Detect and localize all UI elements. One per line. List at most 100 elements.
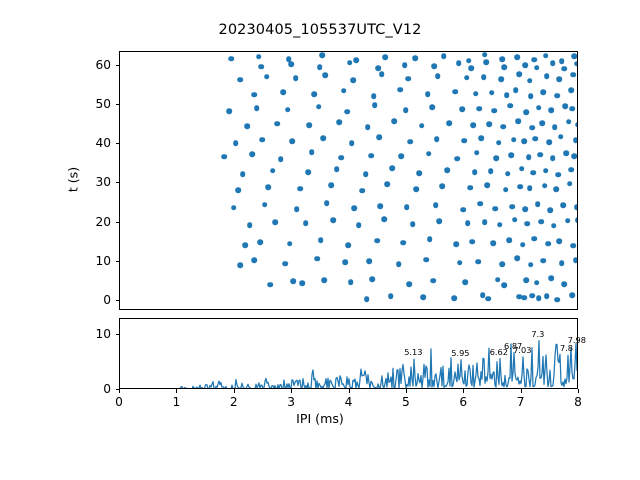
scatter-point <box>567 181 573 187</box>
scatter-point <box>505 170 511 177</box>
scatter-point <box>353 57 360 64</box>
scatter-point <box>233 140 239 146</box>
scatter-point <box>277 156 284 162</box>
histogram-x-tick-label: 5 <box>401 395 410 409</box>
scatter-point <box>384 181 391 188</box>
scatter-point <box>498 76 504 83</box>
scatter-point <box>523 109 529 115</box>
scatter-point <box>351 205 357 211</box>
scatter-point <box>536 104 542 111</box>
scatter-point <box>561 66 567 72</box>
scatter-point <box>557 133 564 140</box>
scatter-point <box>521 294 527 301</box>
scatter-point <box>573 204 577 210</box>
histogram-peak-label: 6.87 <box>504 340 523 351</box>
scatter-point <box>444 167 450 173</box>
scatter-point <box>371 102 378 109</box>
scatter-point <box>264 73 270 80</box>
scatter-point <box>530 170 536 176</box>
scatter-plot-axes <box>119 51 578 310</box>
scatter-y-tick-mark <box>115 300 119 302</box>
scatter-point <box>542 52 549 59</box>
scatter-point <box>495 139 502 146</box>
histogram-x-tick-label: 4 <box>344 395 353 409</box>
scatter-point <box>347 279 354 285</box>
scatter-point <box>377 203 384 210</box>
scatter-point <box>314 256 321 262</box>
scatter-point <box>400 239 407 246</box>
scatter-point <box>531 235 538 242</box>
scatter-point <box>480 74 487 80</box>
scatter-point <box>267 281 274 288</box>
scatter-point <box>497 221 503 228</box>
scatter-point <box>427 236 433 242</box>
scatter-point <box>471 169 478 175</box>
scatter-point <box>556 238 563 244</box>
scatter-y-tick-mark <box>115 182 119 184</box>
scatter-point <box>308 149 315 156</box>
histogram-x-tick-mark <box>119 389 120 393</box>
scatter-point <box>374 237 380 244</box>
scatter-point <box>463 75 470 81</box>
scatter-point <box>485 296 492 302</box>
scatter-point <box>484 182 490 188</box>
scatter-point <box>490 240 496 246</box>
scatter-point <box>221 153 228 160</box>
scatter-point <box>378 71 385 77</box>
scatter-point <box>435 73 441 79</box>
scatter-point <box>522 62 528 69</box>
histogram-axes <box>119 318 578 389</box>
histogram-peak-label: 5.13 <box>404 347 423 358</box>
scatter-point <box>526 77 533 84</box>
scatter-point <box>328 182 334 189</box>
scatter-point <box>430 277 437 284</box>
histogram-x-tick-mark <box>520 389 522 393</box>
scatter-point <box>554 92 560 99</box>
scatter-point <box>509 203 516 210</box>
scatter-point <box>560 202 566 209</box>
scatter-point <box>547 207 554 213</box>
scatter-point <box>533 279 540 286</box>
scatter-point <box>572 137 577 144</box>
scatter-point <box>320 135 326 142</box>
scatter-point <box>548 107 555 114</box>
scatter-point <box>524 221 531 227</box>
scatter-y-tick-label: 40 <box>95 136 111 151</box>
scatter-point <box>388 293 394 300</box>
scatter-y-tick-mark <box>115 221 119 223</box>
histogram-x-tick-label: 0 <box>115 395 123 409</box>
scatter-point <box>507 102 513 109</box>
scatter-point <box>452 88 458 95</box>
scatter-point <box>288 61 294 67</box>
scatter-point <box>359 187 365 194</box>
scatter-point <box>397 86 403 93</box>
histogram-x-tick-mark <box>291 389 293 393</box>
scatter-point <box>251 91 258 98</box>
histogram-peak-label: 7.3 <box>531 328 545 339</box>
scatter-point <box>321 277 328 283</box>
scatter-point <box>540 89 547 95</box>
scatter-point <box>464 220 471 226</box>
scatter-point <box>569 106 575 112</box>
scatter-point <box>256 53 262 60</box>
scatter-point <box>425 150 432 157</box>
histogram-peak-label: 7.8 <box>560 343 574 354</box>
scatter-point <box>475 258 481 265</box>
scatter-point <box>454 155 461 162</box>
scatter-point <box>446 120 453 126</box>
scatter-point <box>342 259 348 266</box>
scatter-point <box>429 104 435 111</box>
scatter-point <box>381 216 387 222</box>
scatter-point <box>344 108 350 115</box>
scatter-point <box>529 292 535 299</box>
histogram-peak-label: 7.03 <box>513 344 532 355</box>
scatter-point <box>477 201 484 207</box>
scatter-point <box>469 238 476 245</box>
scatter-point <box>258 63 264 70</box>
scatter-point <box>285 56 292 63</box>
histogram-x-axis-label: IPI (ms) <box>296 411 344 426</box>
scatter-point <box>330 217 337 224</box>
scatter-point <box>365 124 371 131</box>
histogram-peak-label: 7.98 <box>567 334 586 345</box>
